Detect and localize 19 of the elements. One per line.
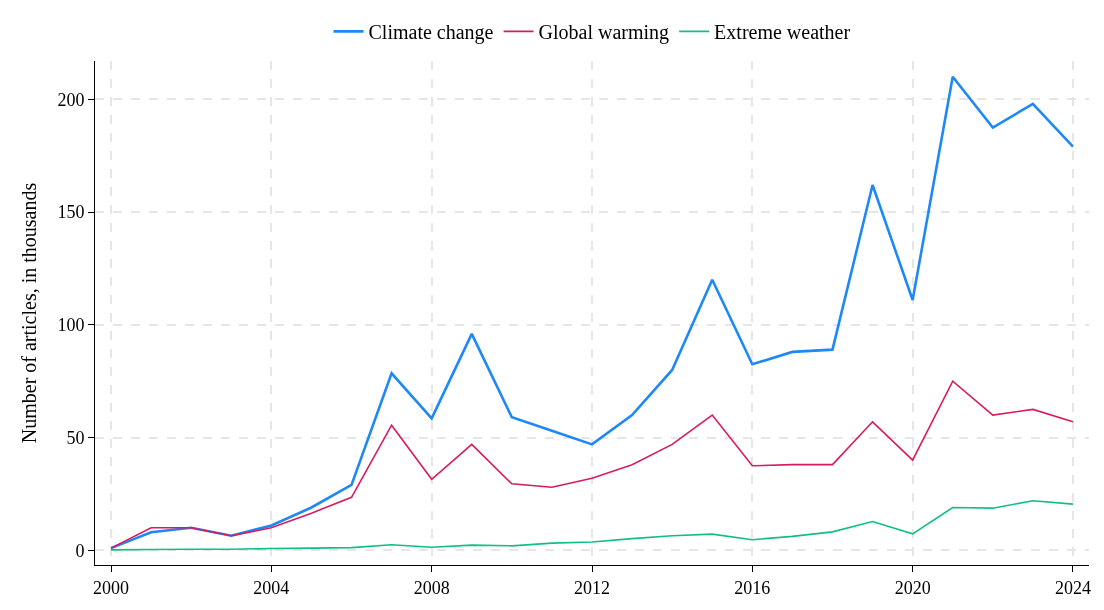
x-tick-label: 2008: [413, 577, 450, 598]
y-tick-label: 0: [75, 540, 85, 561]
line-series: [110, 499, 1074, 551]
line-series: [109, 75, 1075, 550]
legend-label: Global warming: [538, 21, 670, 45]
x-tick-label: 2024: [1054, 577, 1091, 598]
y-tick-label: 150: [57, 202, 85, 223]
legend-label: Extreme weather: [714, 21, 851, 44]
x-tick-label: 2016: [734, 577, 771, 598]
y-tick-label: 200: [57, 89, 85, 110]
line-series: [110, 380, 1074, 549]
x-tick-label: 2012: [574, 577, 610, 598]
y-axis-title: Number of articles, in thousands: [17, 182, 40, 444]
y-tick-label: 100: [57, 315, 85, 336]
y-tick-label: 50: [66, 427, 85, 448]
legend-label: Climate change: [368, 21, 494, 45]
x-tick-label: 2004: [253, 577, 290, 598]
x-tick-label: 2020: [894, 577, 931, 598]
x-tick-label: 2000: [93, 577, 130, 598]
